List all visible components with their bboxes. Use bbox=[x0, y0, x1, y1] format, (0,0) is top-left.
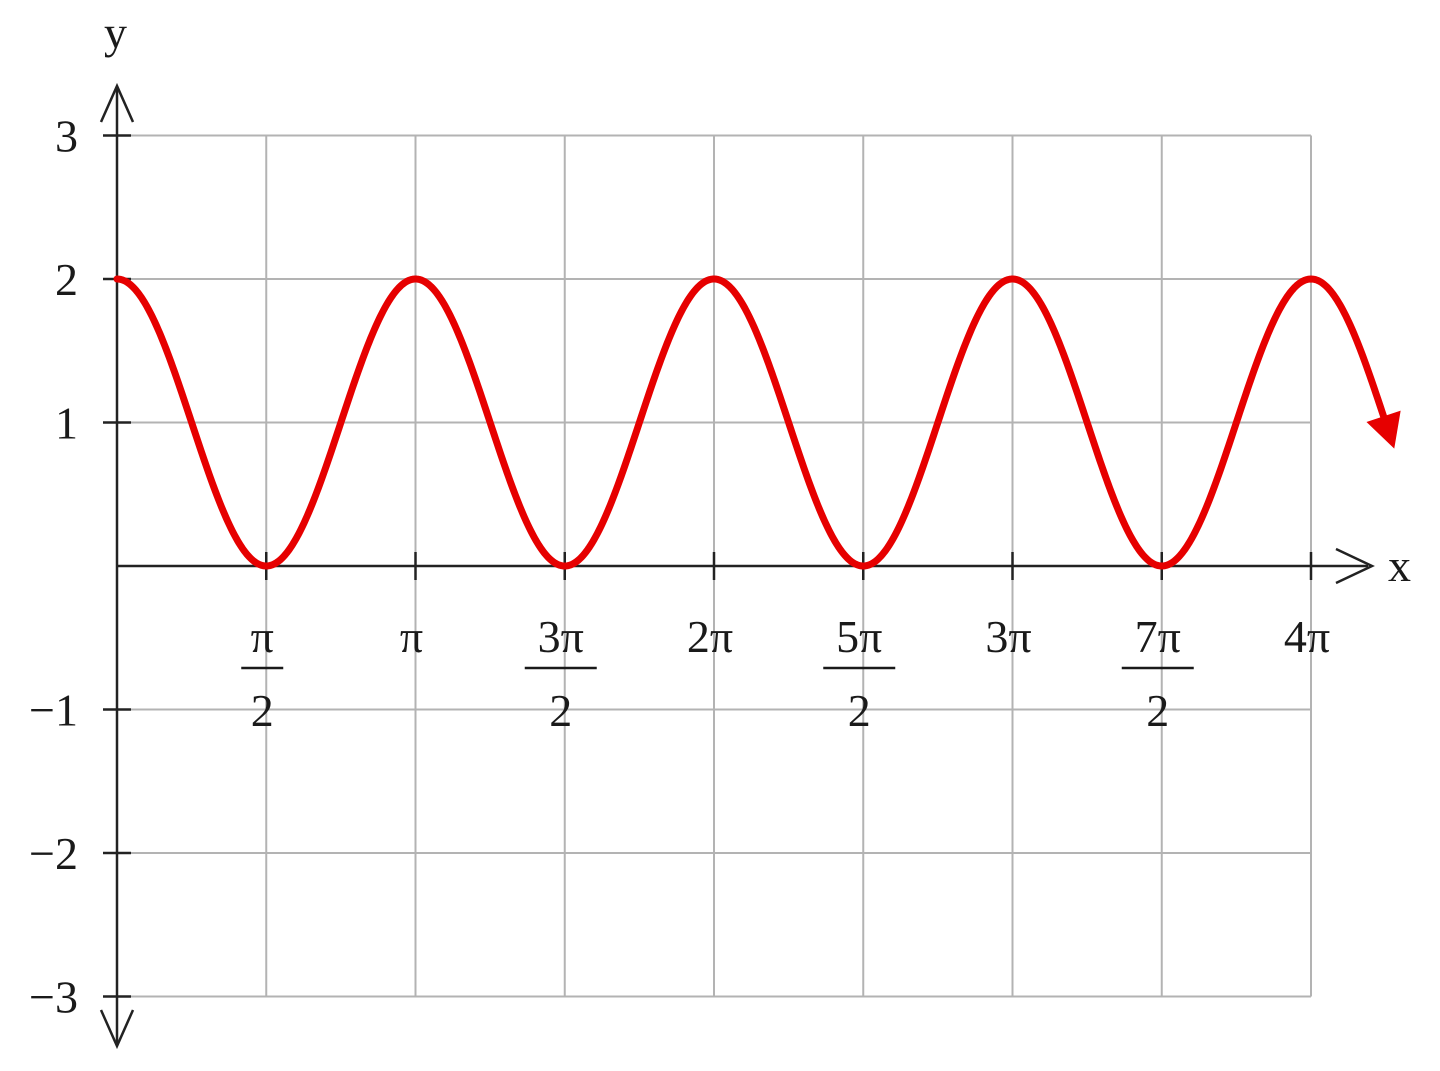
x-tick-label-numerator: π bbox=[251, 611, 274, 662]
x-tick-label-denominator: 2 bbox=[848, 685, 871, 736]
y-tick-label: −3 bbox=[29, 972, 78, 1023]
x-axis-label: x bbox=[1388, 540, 1411, 591]
y-tick-label: 2 bbox=[55, 254, 78, 305]
x-tick-label-numerator: 7π bbox=[1135, 611, 1181, 662]
x-tick-label: π bbox=[400, 611, 423, 662]
series-line bbox=[113, 275, 1389, 570]
x-tick-label: 4π bbox=[1284, 611, 1330, 662]
y-tick-label: 1 bbox=[55, 398, 78, 449]
x-tick-label-numerator: 3π bbox=[538, 611, 584, 662]
x-tick-label-denominator: 2 bbox=[1146, 685, 1169, 736]
y-axis-arrow-up bbox=[99, 82, 135, 123]
y-tick-label: 3 bbox=[55, 111, 78, 162]
x-tick-label-numerator: 5π bbox=[836, 611, 882, 662]
y-axis-arrow-down bbox=[99, 1009, 135, 1050]
y-axis-label: y bbox=[104, 7, 127, 58]
x-tick-label: 2π bbox=[687, 611, 733, 662]
axes bbox=[99, 82, 1375, 1050]
y-tick-label: −1 bbox=[29, 685, 78, 736]
x-tick-label: 3π bbox=[985, 611, 1031, 662]
y-tick-label: −2 bbox=[29, 828, 78, 879]
ticks bbox=[103, 134, 1313, 998]
x-tick-label-denominator: 2 bbox=[251, 685, 274, 736]
x-axis-arrow bbox=[1335, 547, 1375, 585]
x-tick-label-denominator: 2 bbox=[549, 685, 572, 736]
series-arrowhead bbox=[1366, 410, 1401, 449]
